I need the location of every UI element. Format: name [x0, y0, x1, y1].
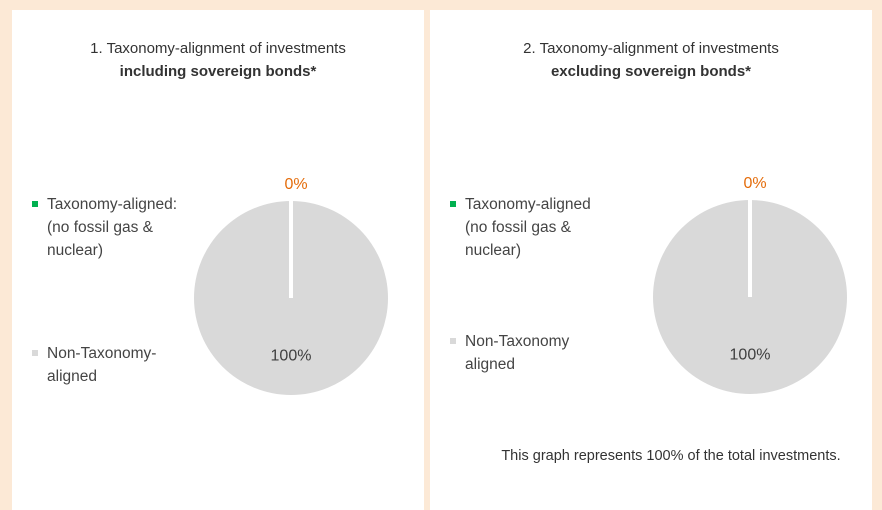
legend-item: Taxonomy-aligned: (no fossil gas & nucle… — [32, 193, 197, 262]
legend-label: Taxonomy-aligned: (no fossil gas & nucle… — [47, 196, 178, 259]
chart-title: 1. Taxonomy-alignment of investments — [90, 40, 346, 57]
chart-subtitle: including sovereign bonds* — [119, 63, 317, 80]
chart-title-block: 1. Taxonomy-alignment of investments incl… — [12, 37, 424, 83]
chart-panel: 2. Taxonomy-alignment of investments excl… — [430, 10, 872, 510]
legend-swatch — [450, 201, 456, 207]
legend-label: Non-Taxonomy aligned — [465, 333, 570, 373]
chart-title: 2. Taxonomy-alignment of investments — [523, 40, 779, 57]
legend-swatch — [32, 350, 38, 356]
pie-chart: 0% 100% — [653, 175, 847, 394]
legend-item: Taxonomy-aligned (no fossil gas & nuclea… — [450, 193, 615, 262]
data-label: 100% — [730, 346, 771, 363]
legend-item: Non-Taxonomy-aligned — [32, 342, 197, 388]
chart-subtitle: excluding sovereign bonds* — [550, 63, 752, 80]
data-label: 0% — [284, 176, 307, 193]
pie-chart: 0% 100% — [194, 176, 388, 395]
chart-panel: 1. Taxonomy-alignment of investments incl… — [12, 10, 424, 510]
legend-swatch — [450, 338, 456, 344]
legend-label: Taxonomy-aligned (no fossil gas & nuclea… — [465, 196, 591, 259]
data-label: 0% — [743, 175, 766, 192]
legend-label: Non-Taxonomy-aligned — [47, 345, 157, 385]
footnote: This graph represents 100% of the total … — [501, 448, 841, 464]
legend-item: Non-Taxonomy aligned — [450, 330, 615, 376]
legend-swatch — [32, 201, 38, 207]
data-label: 100% — [271, 347, 312, 364]
chart-title-block: 2. Taxonomy-alignment of investments excl… — [430, 37, 872, 83]
